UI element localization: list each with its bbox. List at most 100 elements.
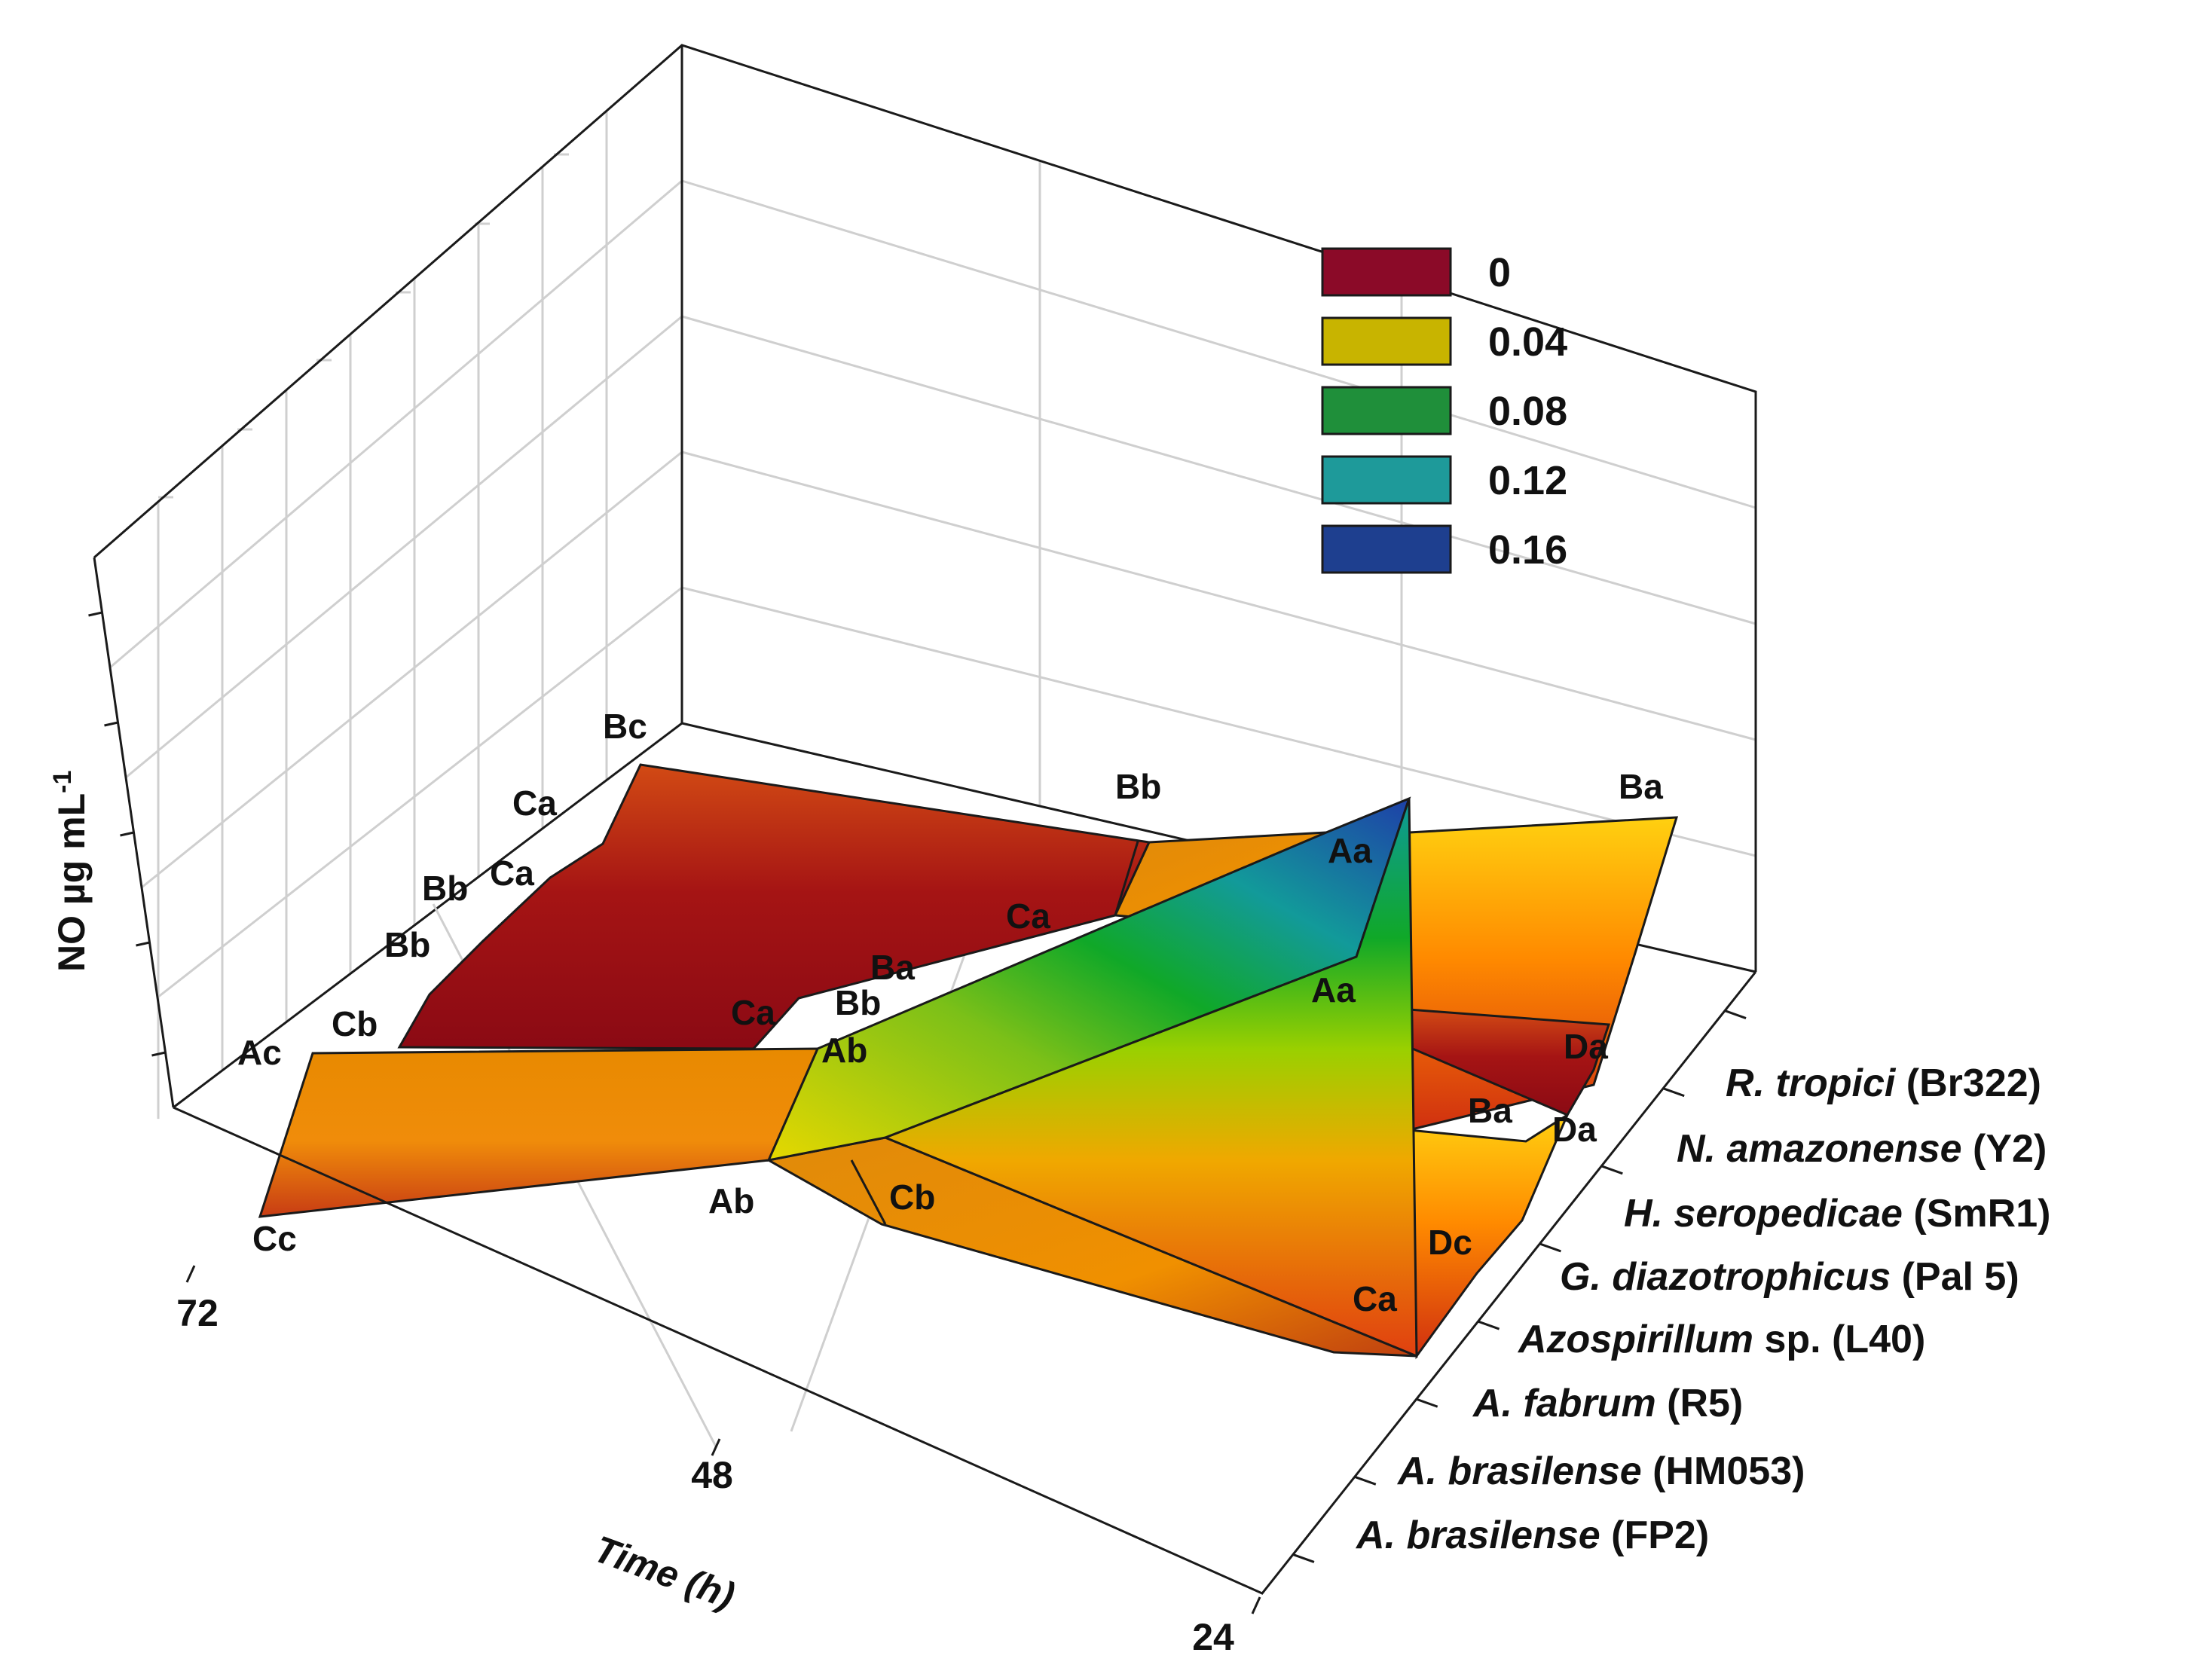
category-tick xyxy=(1416,1397,1438,1408)
category-label: Azospirillum sp. (L40) xyxy=(1517,1318,1925,1361)
legend-label: 0.08 xyxy=(1488,389,1567,434)
back-wall-right xyxy=(682,45,1756,972)
annotation-t72: Ca xyxy=(512,783,557,823)
grid-line xyxy=(109,179,683,669)
plot-walls xyxy=(93,44,1757,1119)
annotation-t24: Dc xyxy=(1428,1223,1472,1262)
category-label-plain: (Y2) xyxy=(1962,1127,2047,1171)
z-axis-ticks xyxy=(88,611,166,1057)
surface-layer xyxy=(258,763,1679,1360)
category-tick xyxy=(1539,1242,1561,1253)
z-axis-title: NO µg mL-1 xyxy=(48,771,93,972)
category-label-plain: (R5) xyxy=(1656,1382,1744,1425)
time-tick-label: 48 xyxy=(691,1454,733,1496)
category-tick xyxy=(1662,1087,1685,1098)
annotation-t48: Ba xyxy=(870,948,915,987)
annotation-t72: Bc xyxy=(603,707,647,746)
category-label-italic: A. brasilense xyxy=(1396,1449,1642,1493)
time-tick xyxy=(711,1438,721,1456)
annotation-t48: Bb xyxy=(835,983,881,1022)
time-tick xyxy=(1251,1596,1261,1614)
category-label-plain: sp. (L40) xyxy=(1753,1318,1925,1361)
category-label-italic: A. brasilense xyxy=(1355,1514,1600,1557)
annotation-t48: Ab xyxy=(821,1031,867,1070)
annotation-t24: Aa xyxy=(1311,970,1356,1010)
annotation-t24: Da xyxy=(1564,1027,1608,1066)
annotation-t72: Cb xyxy=(332,1004,378,1043)
time-tick xyxy=(185,1265,196,1283)
annotation-t24: Ca xyxy=(1353,1279,1397,1318)
surface-seam xyxy=(850,1159,887,1225)
legend-label: 0 xyxy=(1488,250,1511,295)
grid-line xyxy=(681,451,1756,741)
legend: 0 0.04 0.08 0.12 0.16 xyxy=(1321,247,1567,574)
annotation-t24: Ba xyxy=(1468,1091,1512,1130)
legend-label: 0.12 xyxy=(1488,458,1567,503)
z-tick xyxy=(151,1051,166,1057)
frame-back-edges xyxy=(93,44,1757,972)
category-label: R. tropici (Br322) xyxy=(1726,1061,2041,1105)
legend-label: 0.04 xyxy=(1488,319,1567,365)
category-tick xyxy=(1724,1010,1747,1019)
category-label-italic: A. fabrum xyxy=(1472,1382,1656,1425)
surface-fp2-ribbon xyxy=(258,1047,820,1218)
annotation-t72: Cc xyxy=(252,1219,297,1258)
legend-swatch xyxy=(1321,524,1452,574)
annotation-t72: Ca xyxy=(490,854,534,893)
category-label-plain: (SmR1) xyxy=(1903,1192,2050,1236)
category-tick xyxy=(1600,1165,1623,1175)
grid-line xyxy=(681,315,1756,625)
category-label-italic: Azospirillum xyxy=(1517,1318,1753,1361)
category-tick xyxy=(1292,1553,1315,1563)
annotation-t48: Ab xyxy=(708,1181,754,1220)
category-labels: A. brasilense (FP2)A. brasilense (HM053)… xyxy=(1355,1061,2050,1557)
category-tick xyxy=(1354,1475,1377,1486)
z-tick xyxy=(136,941,150,947)
grid-line xyxy=(141,451,683,889)
time-axis-ticks: 72 48 24 xyxy=(176,1265,1261,1658)
category-label: A. brasilense (FP2) xyxy=(1355,1514,1709,1557)
z-tick xyxy=(104,721,118,727)
z-tick xyxy=(88,611,102,617)
annotation-t72: Ac xyxy=(237,1033,282,1072)
annotation-t48: Ca xyxy=(1006,897,1050,936)
grid-lines xyxy=(109,111,1756,1119)
category-label: A. fabrum (R5) xyxy=(1472,1382,1743,1425)
grid-line xyxy=(157,586,683,999)
category-label: G. diazotrophicus (Pal 5) xyxy=(1560,1255,2019,1299)
annotation-t72: Bb xyxy=(384,925,430,964)
legend-swatch xyxy=(1321,386,1452,435)
category-label-italic: R. tropici xyxy=(1726,1061,1897,1105)
annotation-t48: Bb xyxy=(1115,767,1161,806)
category-label-plain: (FP2) xyxy=(1600,1514,1709,1557)
surface-seam xyxy=(1114,841,1139,916)
category-label-plain: (HM053) xyxy=(1642,1449,1805,1493)
grid-line xyxy=(681,586,1756,857)
z-axis-title-base: NO µg mL xyxy=(50,793,93,972)
category-axis-ticks xyxy=(1292,1010,1747,1563)
frame-front-floor xyxy=(173,971,1757,1595)
annotation-t48: Ca xyxy=(731,993,775,1032)
legend-swatch xyxy=(1321,316,1452,366)
z-tick xyxy=(120,831,134,837)
category-label: H. seropedicae (SmR1) xyxy=(1624,1192,2050,1236)
back-wall-left xyxy=(94,45,682,1107)
surface-red-back xyxy=(397,763,1151,1050)
category-label: A. brasilense (HM053) xyxy=(1396,1449,1805,1493)
annotation-t24: Da xyxy=(1552,1110,1597,1149)
time-tick-label: 24 xyxy=(1192,1616,1234,1658)
category-label-italic: G. diazotrophicus xyxy=(1560,1255,1891,1299)
category-label-italic: N. amazonense xyxy=(1677,1127,1962,1171)
grid-line xyxy=(681,179,1756,509)
category-label-plain: (Br322) xyxy=(1895,1061,2041,1105)
x-axis-title: Time (h) xyxy=(589,1528,740,1617)
legend-label: 0.16 xyxy=(1488,527,1567,573)
category-label-italic: H. seropedicae xyxy=(1624,1192,1903,1236)
annotation-t48: Cb xyxy=(889,1178,935,1217)
legend-swatch xyxy=(1321,455,1452,505)
annotation-t24: Aa xyxy=(1328,831,1372,870)
annotation-t24: Ba xyxy=(1619,767,1663,806)
annotation-t72: Bb xyxy=(422,869,468,908)
